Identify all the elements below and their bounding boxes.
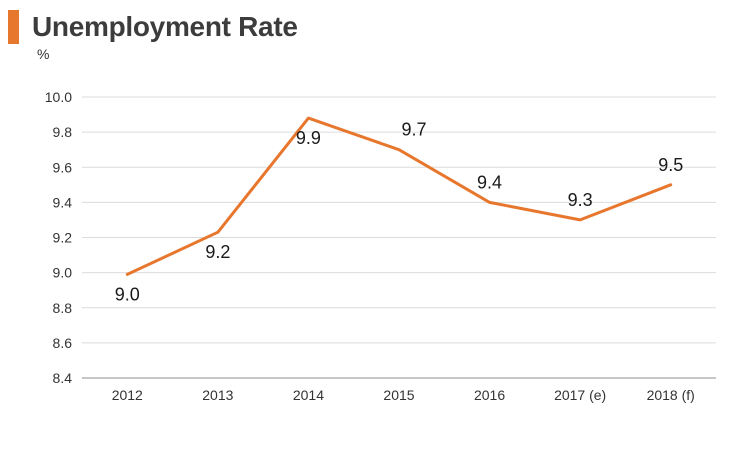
data-label: 9.9 (296, 128, 321, 148)
data-label: 9.0 (115, 284, 140, 304)
x-tick-label: 2017 (e) (554, 387, 606, 403)
data-label: 9.7 (401, 120, 426, 140)
x-tick-label: 2016 (474, 387, 505, 403)
gridlines (82, 96, 716, 379)
x-tick-label: 2013 (202, 387, 233, 403)
y-tick-label: 9.2 (53, 230, 73, 246)
x-tick-labels: 2012 2013 2014 2015 2016 2017 (e) 2018 (f) (112, 387, 695, 403)
data-label: 9.5 (658, 155, 683, 175)
y-tick-label: 9.0 (53, 265, 73, 281)
title-accent-bar (8, 10, 19, 44)
y-tick-label: 8.6 (53, 335, 73, 351)
y-tick-label: 10.0 (45, 89, 72, 105)
y-axis-unit: % (37, 46, 50, 62)
chart-title: Unemployment Rate (32, 11, 298, 42)
data-label: 9.4 (477, 172, 502, 192)
y-tick-label: 9.8 (53, 124, 73, 140)
y-tick-label: 8.8 (53, 300, 73, 316)
x-tick-label: 2014 (293, 387, 324, 403)
data-labels: 9.0 9.2 9.9 9.7 9.4 9.3 9.5 (115, 120, 683, 305)
data-label: 9.2 (205, 242, 230, 262)
x-tick-label: 2018 (f) (647, 387, 695, 403)
x-tick-label: 2012 (112, 387, 143, 403)
y-tick-label: 8.4 (53, 370, 73, 386)
y-tick-label: 9.6 (53, 159, 73, 175)
data-label: 9.3 (568, 190, 593, 210)
y-tick-label: 9.4 (53, 194, 73, 210)
x-tick-label: 2015 (383, 387, 414, 403)
series-group (125, 116, 673, 276)
y-tick-labels: 10.0 9.8 9.6 9.4 9.2 9.0 8.8 8.6 8.4 (45, 89, 72, 386)
